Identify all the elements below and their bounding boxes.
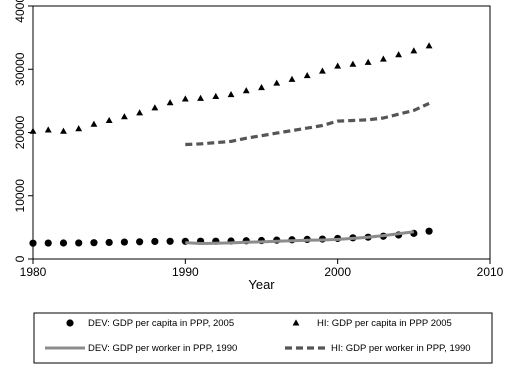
data-point-circle: [151, 237, 159, 246]
data-point-triangle: [395, 51, 403, 58]
data-point-triangle: [75, 125, 83, 132]
series-2: [29, 42, 433, 134]
legend-label: HI: GDP per capita in PPP 2005: [317, 318, 452, 329]
series-4: [185, 101, 430, 147]
legend-item-3: DEV: GDP per worker in PPP, 1990: [45, 343, 237, 354]
legend-label: DEV: GDP per capita in PPP, 2005: [88, 318, 234, 329]
data-point-triangle: [288, 75, 296, 82]
data-point-circle: [120, 238, 128, 246]
data-point-triangle: [379, 55, 387, 62]
legend-key-circle: [66, 319, 74, 327]
data-point-triangle: [425, 42, 433, 49]
legend-label: DEV: GDP per worker in PPP, 1990: [88, 343, 237, 354]
data-point-circle: [105, 238, 113, 247]
y-tick-label: 30000: [13, 52, 27, 86]
data-point-triangle: [364, 58, 372, 65]
x-tick-label: 2000: [324, 265, 351, 279]
data-point-circle: [29, 239, 37, 247]
y-tick-label: 40000: [13, 0, 27, 23]
data-point-triangle: [242, 87, 250, 94]
legend-item-1: DEV: GDP per capita in PPP, 2005: [66, 318, 234, 329]
data-point-triangle: [90, 120, 98, 127]
data-point-triangle: [151, 104, 159, 111]
data-point-circle: [44, 239, 52, 247]
x-tick-label: 1980: [20, 265, 47, 279]
x-tick-label: 2010: [477, 265, 504, 279]
data-point-triangle: [410, 47, 418, 54]
data-point-triangle: [60, 127, 67, 134]
data-point-triangle: [29, 127, 37, 134]
data-point-triangle: [120, 113, 128, 120]
data-point-triangle: [212, 92, 220, 99]
y-tick-label: 0: [13, 255, 27, 262]
data-point-circle: [59, 239, 68, 247]
data-point-circle: [90, 239, 98, 247]
legend-item-4: HI: GDP per worker in PPP, 1990: [285, 343, 471, 354]
data-point-triangle: [197, 94, 204, 101]
data-point-triangle: [44, 126, 52, 133]
data-point-triangle: [303, 71, 311, 79]
data-point-triangle: [166, 99, 174, 106]
data-point-triangle: [273, 79, 281, 86]
y-tick-label: 10000: [13, 179, 27, 213]
legend-item-2: HI: GDP per capita in PPP 2005: [292, 318, 452, 329]
series-line: [185, 230, 414, 245]
data-point-circle: [136, 238, 144, 246]
legend-key-triangle: [292, 319, 300, 326]
data-point-triangle: [105, 116, 113, 124]
plot-area: [32, 5, 491, 260]
data-point-circle: [75, 239, 83, 247]
legend-label: HI: GDP per worker in PPP, 1990: [331, 343, 471, 354]
series-3: [185, 230, 414, 245]
legend-box: [33, 312, 493, 364]
data-point-circle: [425, 227, 433, 235]
y-tick-label: 20000: [13, 115, 27, 149]
series-line: [185, 101, 430, 147]
data-point-triangle: [319, 67, 326, 74]
data-point-triangle: [181, 95, 189, 102]
data-point-triangle: [349, 60, 357, 67]
data-point-triangle: [136, 109, 144, 116]
data-point-circle: [166, 237, 174, 245]
data-point-triangle: [258, 83, 265, 91]
x-axis-title: Year: [248, 277, 275, 292]
data-point-triangle: [227, 90, 235, 98]
x-tick-label: 1990: [172, 265, 199, 279]
data-point-triangle: [334, 62, 342, 69]
